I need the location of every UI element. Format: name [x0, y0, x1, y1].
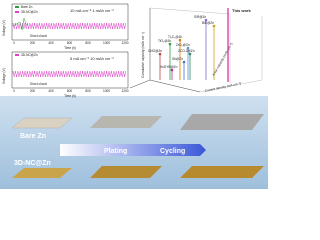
point-label: Ti₃C₂@Zn [168, 35, 183, 39]
trace-3dnc [12, 70, 127, 78]
plates [11, 114, 264, 178]
x-tick-label: 1200 [121, 41, 128, 45]
point [186, 46, 190, 50]
x-axis-label: Time (h) [64, 46, 76, 50]
point [178, 38, 182, 42]
axis-label: Areal capacity (mAh cm⁻²) [211, 42, 233, 76]
point [188, 52, 192, 56]
point [212, 24, 216, 28]
x-axis-label: Time (h) [64, 94, 76, 98]
annotation: Short circuit [30, 34, 47, 38]
condition: 10 mA cm⁻² 1 mAh cm⁻² [70, 8, 114, 13]
x-tick-label: 600 [67, 89, 73, 93]
comparison-axes [129, 7, 263, 93]
point-label: TiO₂@Zn [158, 39, 171, 43]
x-tick-label: 400 [48, 89, 54, 93]
legend-label: 3D-NC@Zn [21, 53, 38, 57]
point [158, 52, 162, 56]
point-label: Sb@Zn [172, 57, 183, 61]
annotation: Short circuit [30, 82, 47, 86]
legend-swatch [15, 11, 19, 13]
y-axis-label: Voltage (V) [2, 68, 6, 84]
point-label: SiR@Zn [194, 15, 206, 19]
highlight-label: This work [232, 8, 251, 13]
x-tick-label: 1000 [103, 41, 110, 45]
axis-label: Cumulative capacity (mAh cm⁻²) [141, 32, 145, 78]
point-label: ZCO-3@Zn [178, 49, 195, 53]
point [204, 18, 208, 22]
x-tick-label: 800 [85, 89, 91, 93]
arrow-label: Cycling [160, 148, 185, 155]
x-tick-label: 600 [67, 41, 73, 45]
point [182, 60, 186, 64]
y-axis-label: Voltage (V) [2, 20, 6, 36]
legend-label: 3D-NC@Zn [21, 10, 38, 14]
plot-frame [11, 3, 129, 89]
x-tick-label: 800 [85, 41, 91, 45]
voltage-traces [12, 17, 127, 78]
graphical-abstract: Bare Zn 3D-NC@Zn Plating Cycling Voltage… [0, 3, 268, 189]
legend-label: Bare Zn [21, 5, 33, 9]
point [170, 68, 174, 72]
row-label: 3D-NC@Zn [14, 160, 51, 167]
x-tick-label: 0 [13, 41, 15, 45]
condition: 5 mA cm⁻² 10 mAh cm⁻² [70, 56, 114, 61]
x-tick-label: 400 [48, 41, 54, 45]
axis-label: Current density (mA cm⁻²) [204, 81, 241, 93]
comparison-bars [158, 8, 229, 82]
x-tick-label: 1200 [121, 89, 128, 93]
point-label: HxDYB@Zn [160, 65, 178, 69]
x-tick-label: 200 [30, 41, 36, 45]
legend-swatch [15, 54, 19, 56]
trace-bare [12, 17, 29, 31]
legend-swatch [15, 6, 19, 8]
x-tick-label: 0 [13, 89, 15, 93]
point-label: BiE@Zn [202, 21, 214, 25]
arrow-label: Plating [104, 148, 127, 155]
row-label: Bare Zn [20, 133, 46, 140]
point [168, 42, 172, 46]
point-label: CNG@Zn [148, 49, 162, 53]
x-tick-label: 200 [30, 89, 36, 93]
x-tick-label: 1000 [103, 89, 110, 93]
trace-3dnc [12, 22, 127, 30]
point-label: ZrO₂@Zn [176, 43, 190, 47]
